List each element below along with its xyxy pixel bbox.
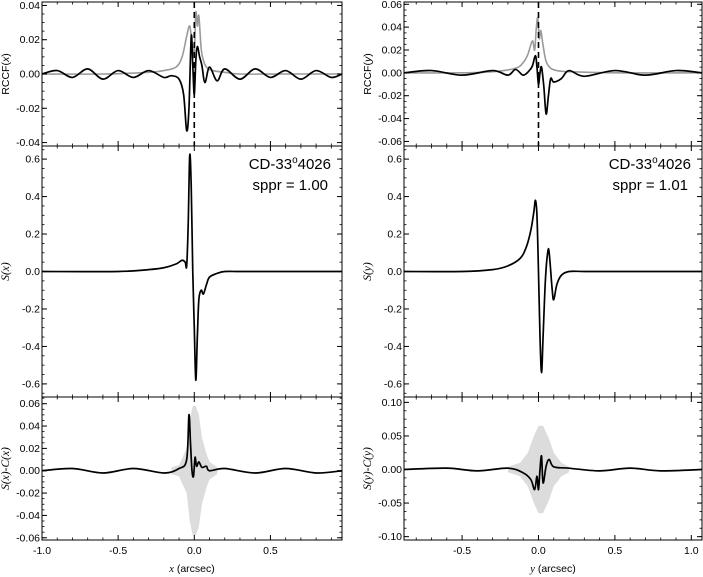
panel-left-top: -0.04 -0.02 0.00 0.02 0.04 RCCF(x) (0, 0, 343, 149)
y-tick-label: -0.4 (384, 341, 402, 353)
y-axis-label: S(y) (362, 262, 374, 281)
y-tick-label: -0.06 (16, 532, 40, 544)
y-axis-label: S(x)-C(x) (0, 447, 12, 490)
y-tick-label: -0.04 (16, 510, 40, 522)
star-name-annotation: CD-33o4026 (249, 155, 331, 173)
x-tick-label: 0.5 (263, 545, 278, 557)
plot-area (404, 199, 702, 374)
y-tick-label: 0.04 (382, 22, 403, 34)
y-axis-label: RCCF(y) (362, 53, 374, 94)
x-tick-label: 0.5 (608, 545, 623, 557)
y-tick-label: 0.6 (25, 154, 40, 166)
x-tick-label: 0.0 (187, 545, 202, 557)
x-tick-label: -1.0 (33, 545, 51, 557)
panel-left-bot: -0.06 -0.04 -0.02 0.00 0.02 0.04 0.06 -1.0 -0.5 0… (0, 396, 343, 575)
y-axis-label: S(x) (0, 262, 12, 281)
y-tick-label: 0.2 (25, 229, 40, 241)
uncertainty-band (507, 425, 570, 514)
y-tick-label: -0.05 (378, 498, 402, 510)
plot-area (404, 425, 702, 514)
y-tick-label: 0.02 (20, 443, 41, 455)
y-tick-label: 0.0 (25, 266, 40, 278)
plot-area (42, 405, 342, 536)
y-tick-label: 0.4 (387, 191, 402, 203)
panel-right-top: -0.06 -0.04 -0.02 0.00 0.02 0.04 0.06 RCCF(y) (362, 0, 703, 148)
y-tick-label: 0.0 (387, 266, 402, 278)
y-tick-label: -0.04 (16, 137, 40, 149)
y-tick-label: 0.06 (382, 0, 403, 11)
y-tick-label: -0.6 (22, 378, 40, 390)
y-tick-label: 0.04 (20, 421, 41, 433)
series-line-black (42, 34, 342, 132)
y-tick-label: 0.04 (20, 0, 41, 12)
y-tick-label: -0.6 (384, 378, 402, 390)
panel-left-mid: -0.6 -0.4 -0.2 0.0 0.2 0.4 0.6 S(x) CD-33o4026 sp… (0, 145, 343, 398)
y-tick-label: -0.10 (378, 531, 402, 543)
series-line-black (42, 153, 342, 381)
x-tick-label: -0.5 (453, 545, 471, 557)
y-tick-label: 0.00 (20, 465, 41, 477)
panel-right-mid: -0.6 -0.4 -0.2 0.0 0.2 0.4 0.6 S(y) CD-33o4026 sp… (362, 145, 703, 398)
y-tick-label: 0.4 (25, 191, 40, 203)
x-tick-label: 0.0 (531, 545, 546, 557)
x-axis-label: y (arcsec) (529, 563, 576, 575)
y-tick-label: -0.4 (22, 341, 40, 353)
y-tick-label: 0.02 (20, 34, 41, 46)
series-line-black (42, 414, 342, 479)
y-tick-label: -0.04 (378, 113, 402, 125)
series-line-black (404, 454, 702, 491)
y-tick-label: -0.06 (378, 136, 402, 148)
y-tick-label: -0.2 (384, 303, 402, 315)
y-tick-label: 0.02 (382, 45, 403, 57)
x-tick-label: 1.0 (684, 545, 699, 557)
series-line-gray (42, 10, 342, 75)
plot-area (42, 153, 342, 381)
x-axis-label: x (arcsec) (168, 563, 215, 575)
series-line-black (404, 199, 702, 374)
sppr-annotation: sppr = 1.01 (613, 177, 688, 194)
y-axis-label: RCCF(x) (0, 53, 12, 94)
axes-frame (403, 396, 703, 541)
axes-frame (41, 396, 343, 541)
y-tick-label: 0.05 (382, 430, 403, 442)
sppr-annotation: sppr = 1.00 (253, 177, 328, 194)
series-line-gray (404, 17, 702, 74)
plot-area (404, 2, 702, 146)
plot-area (42, 2, 342, 146)
y-tick-label: 0.00 (382, 464, 403, 476)
y-tick-label: -0.02 (16, 103, 40, 115)
series-line-black (404, 54, 702, 115)
y-axis-label: S(y)-C(y) (362, 447, 374, 490)
y-tick-label: 0.10 (382, 397, 403, 409)
y-tick-label: -0.2 (22, 303, 40, 315)
panel-right-bot: -0.10 -0.05 0.00 0.05 0.10 -0.5 0.0 0.5 1.0 S(y)-… (362, 396, 703, 575)
y-tick-label: 0.6 (387, 154, 402, 166)
x-tick-label: -0.5 (109, 545, 127, 557)
star-name-annotation: CD-33o4026 (609, 155, 691, 173)
y-tick-label: -0.02 (378, 90, 402, 102)
y-tick-label: -0.02 (16, 488, 40, 500)
y-tick-label: 0.00 (20, 69, 41, 81)
y-tick-label: 0.06 (20, 398, 41, 410)
y-tick-label: 0.00 (382, 67, 403, 79)
y-tick-label: 0.2 (387, 229, 402, 241)
